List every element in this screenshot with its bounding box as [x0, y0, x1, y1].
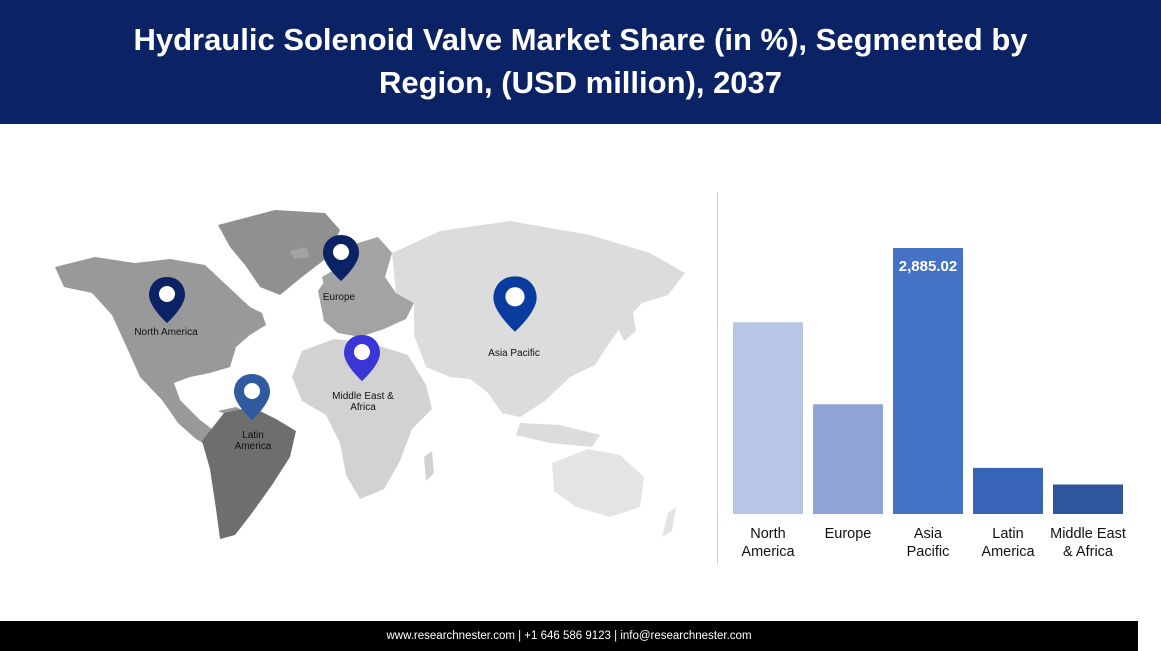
new-zealand-shape	[662, 507, 676, 537]
asia-shape	[392, 221, 685, 417]
africa-shape	[292, 339, 432, 499]
bar-1	[813, 404, 883, 514]
bar-3	[973, 467, 1043, 514]
footer-bar: www.researchnester.com | +1 646 586 9123…	[0, 621, 1138, 651]
pin-label-north-america: North America	[134, 327, 198, 338]
header-banner: Hydraulic Solenoid Valve Market Share (i…	[0, 0, 1161, 124]
map-pin-icon	[234, 374, 270, 420]
category-label-1: Europe	[825, 526, 872, 542]
north-america-shape	[55, 257, 266, 457]
category-label-2: Asia Pacific	[907, 526, 950, 560]
category-label-3: Latin America	[981, 526, 1035, 560]
map-pin-icon	[344, 335, 380, 381]
pin-label-asia-pacific: Asia Pacific	[488, 348, 540, 359]
pin-label-europe: Europe	[322, 292, 356, 303]
data-label-2: 2,885.02	[899, 258, 957, 275]
bar-2	[893, 248, 963, 514]
madagascar-shape	[424, 451, 434, 481]
uk-shape	[290, 247, 336, 295]
category-label-4: Middle East & Africa	[1050, 526, 1126, 560]
australia-shape	[552, 449, 644, 517]
category-label-0: North America	[741, 526, 795, 560]
map-pin-icon	[323, 235, 359, 281]
pin-label-middle-east-africa: Middle East & Africa	[332, 391, 394, 413]
bar-0	[733, 322, 803, 514]
pin-label-latin-america: Latin America	[234, 430, 272, 452]
bar-4	[1053, 484, 1123, 514]
greenland-shape	[218, 210, 340, 295]
sea-islands-shape	[516, 423, 600, 447]
japan-shape	[618, 307, 636, 341]
map-pin-icon	[149, 277, 185, 323]
world-map: North America Europe Asia Pacific Middle…	[40, 195, 700, 555]
bar-chart: North America Europe 2,885.02 Asia Pacific Lat…	[733, 248, 1126, 560]
map-pin-icon	[493, 276, 537, 332]
south-america-shape	[202, 407, 296, 539]
page-title: Hydraulic Solenoid Valve Market Share (i…	[133, 22, 1028, 100]
world-map-graphic	[55, 210, 685, 539]
divider-line	[717, 192, 718, 564]
footer-contact-text: www.researchnester.com | +1 646 586 9123…	[386, 630, 752, 642]
